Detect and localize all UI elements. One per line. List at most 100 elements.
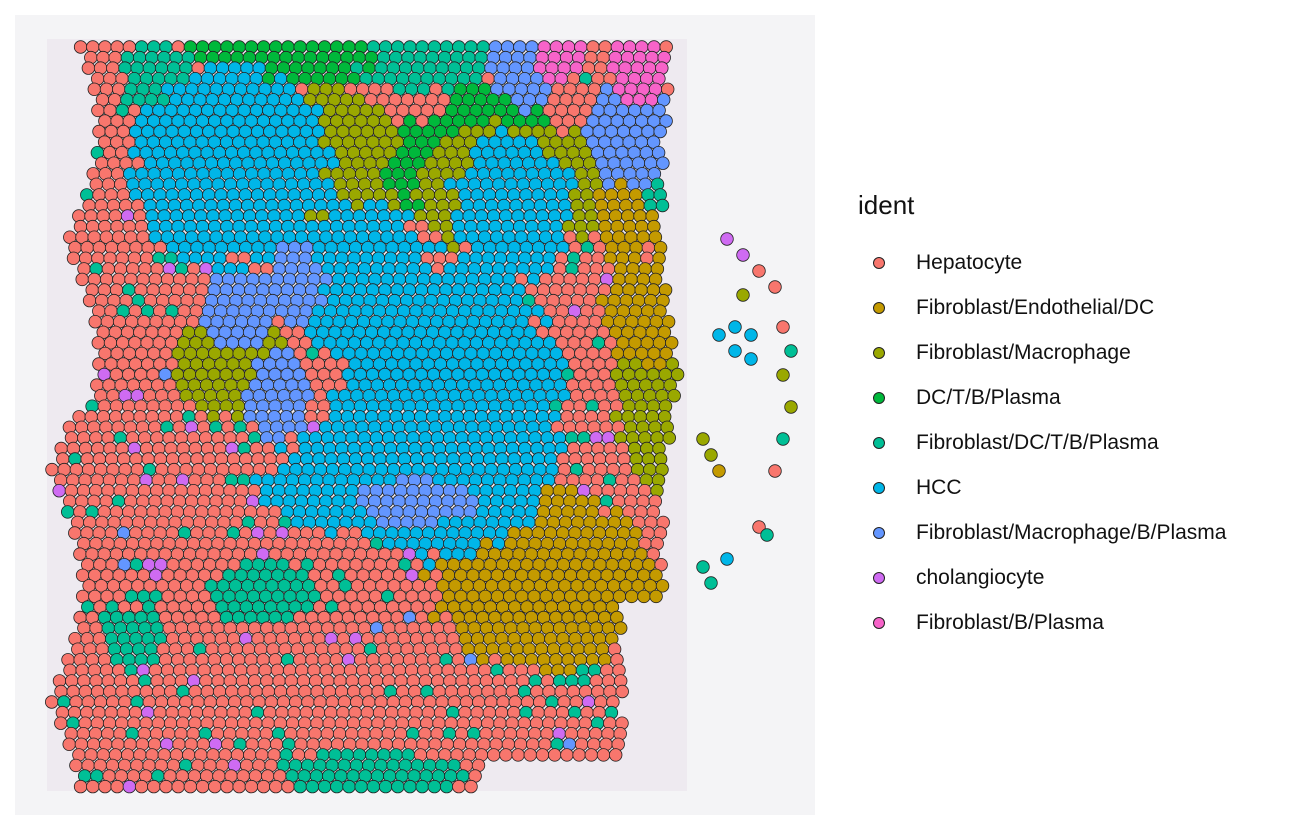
spot [649,589,663,604]
spot [220,779,234,794]
spot [159,779,173,794]
legend-key [858,523,898,543]
legend-item: Fibroblast/Macrophage/B/Plasma [858,510,1298,555]
legend-item: Hepatocyte [858,240,1298,285]
satellite-spot [728,320,742,334]
spot [281,779,295,794]
spot [366,779,381,794]
legend-label: cholangiocyte [916,565,1045,589]
legend-item: HCC [858,465,1298,510]
spot [62,737,76,752]
legend-key [858,253,898,273]
legend-item: Fibroblast/B/Plasma [858,600,1298,645]
spot [134,779,149,794]
spot [208,779,222,794]
spot [256,779,271,794]
spot [342,779,356,794]
spot [68,526,82,540]
legend-item: Fibroblast/Macrophage [858,330,1298,375]
satellite-spot [784,344,798,358]
spot [86,779,100,794]
spot [317,779,332,794]
legend-dot [873,526,885,539]
spot [81,61,96,75]
legend-item: DC/T/B/Plasma [858,375,1298,420]
spot [171,779,185,794]
tissue-panel [15,15,815,815]
spot [464,779,478,794]
spot [244,779,259,794]
spot [45,695,59,709]
satellite-spot [752,520,766,534]
spot [653,124,667,139]
legend-key [858,343,898,363]
legend-key [858,388,898,408]
spot [147,779,161,794]
spot [656,156,670,170]
spot [584,748,599,762]
satellite-spot [720,232,734,246]
satellite-spot [776,320,790,334]
legend-dot [873,391,885,404]
spot [596,748,611,762]
spot [91,103,105,118]
spot [612,589,627,604]
spot [88,315,102,329]
spot [87,82,102,97]
legend-title: ident [858,190,915,220]
spot [452,779,466,794]
satellite-spot [784,400,798,414]
legend-key [858,568,898,588]
spot [232,779,246,794]
satellite-spot [776,432,790,446]
spot [655,198,670,213]
legend-label: Hepatocyte [916,250,1023,274]
satellite-spot [704,576,718,590]
satellite-spot [720,552,734,566]
spot [609,748,623,762]
satellite-spot [704,448,718,462]
spot [649,568,663,583]
spot [122,779,137,794]
legend-dot [873,346,885,359]
satellite-spot [696,432,710,446]
spot [523,748,538,762]
legend-item: Fibroblast/Endothelial/DC [858,285,1298,330]
spot [499,748,513,762]
satellite-spot [712,464,726,478]
spot [637,589,651,604]
satellite-spot [696,560,710,574]
legend-dot [873,616,885,629]
spot [73,40,88,54]
spot [45,462,59,477]
legend-items: Hepatocyte Fibroblast/Endothelial/DC Fibro… [858,240,1298,645]
legend-key [858,433,898,453]
spot [670,367,685,382]
legend-dot [873,436,885,449]
spot [439,779,454,794]
satellite-spot [728,344,742,358]
spot [110,779,124,794]
spot [655,579,670,593]
spot [73,779,88,794]
satellite-spot [768,280,782,294]
spot [82,293,97,308]
legend-key [858,298,898,318]
spot [52,484,66,498]
spot [511,748,525,762]
legend-dot [873,256,885,269]
legend-key [858,613,898,633]
legend-item: Fibroblast/DC/T/B/Plasma [858,420,1298,465]
spot [98,779,112,794]
spot [75,272,89,287]
spot [293,779,307,794]
spot [195,779,210,794]
spot [614,621,628,635]
legend-label: DC/T/B/Plasma [916,385,1061,409]
spot [662,431,677,445]
spot [427,779,442,794]
satellite-spot [744,352,758,366]
satellite-spot [712,328,726,342]
legend-dot [873,301,885,314]
spot [183,779,198,794]
